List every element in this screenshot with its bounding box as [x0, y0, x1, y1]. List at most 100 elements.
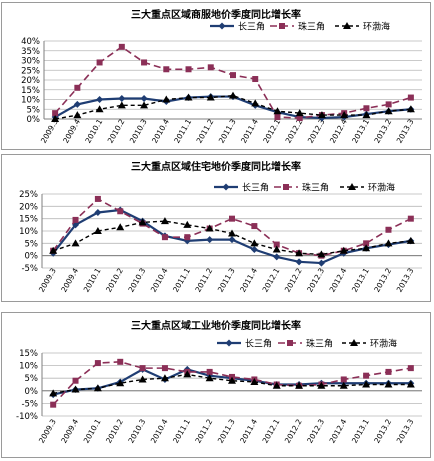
x-tick-label: 2013.1	[350, 117, 371, 144]
data-point-pearl	[363, 105, 370, 112]
x-tick-label: 2009.3	[37, 266, 58, 293]
x-tick-label: 2012.3	[305, 266, 326, 293]
x-tick-label: 2011.4	[238, 417, 259, 444]
data-point-pearl	[74, 84, 81, 91]
x-tick-label: 2013.2	[372, 266, 393, 293]
x-tick-label: 2011.1	[171, 266, 192, 293]
data-point-yangtze	[295, 258, 303, 266]
x-tick-label: 2009.4	[59, 266, 80, 293]
data-point-bohai	[384, 239, 393, 247]
data-point-bohai	[250, 377, 259, 385]
data-point-bohai	[339, 246, 348, 254]
x-tick-label: 2011.3	[216, 417, 237, 444]
legend-item-pearl: 珠三角	[270, 21, 325, 33]
data-point-yangtze	[94, 209, 102, 216]
legend-item-pearl: 珠三角	[274, 182, 329, 194]
series-yangtze	[49, 206, 415, 267]
data-point-pearl	[96, 59, 103, 66]
data-point-bohai	[295, 249, 304, 257]
legend-marker	[348, 183, 356, 190]
chart-title: 三大重点区域商服地价季度同比增长率	[131, 8, 301, 21]
x-tick-label: 2013.2	[372, 117, 393, 144]
data-point-bohai	[384, 380, 393, 388]
legend-label: 珠三角	[306, 338, 333, 350]
data-point-bohai	[384, 107, 393, 115]
x-tick-label: 2012.2	[284, 117, 305, 144]
data-point-bohai	[317, 381, 326, 389]
x-tick-label: 2013.3	[395, 266, 416, 293]
x-tick-label: 2011.2	[193, 417, 214, 444]
chart-panel-residential: 三大重点区域住宅地价季度同比增长率 -5% 0% 5% 10% 15% 20% 25% 2009…	[1, 154, 431, 302]
data-point-bohai	[183, 370, 192, 378]
data-point-pearl	[363, 372, 370, 379]
data-point-pearl	[207, 64, 214, 71]
legend-label: 环渤海	[363, 21, 390, 33]
data-point-pearl	[185, 66, 192, 73]
x-tick-label: 2010.4	[150, 117, 171, 144]
data-point-bohai	[362, 244, 371, 252]
x-tick-label: 2012.1	[261, 266, 282, 293]
legend-label: 珠三角	[302, 182, 329, 194]
data-point-pearl	[94, 360, 101, 367]
data-point-pearl	[407, 365, 414, 372]
data-point-pearl	[118, 43, 125, 50]
y-tick-label: 20%	[21, 76, 40, 86]
x-tick-label: 2010.2	[104, 266, 125, 293]
data-point-bohai	[295, 381, 304, 389]
data-point-pearl	[340, 376, 347, 383]
data-point-bohai	[93, 227, 102, 234]
x-tick-label: 2011.3	[216, 266, 237, 293]
data-point-bohai	[272, 245, 281, 253]
data-point-bohai	[51, 115, 60, 122]
y-tick-label: 0%	[27, 115, 41, 125]
x-tick-label: 2012.4	[328, 117, 349, 144]
data-point-yangtze	[206, 236, 214, 244]
x-tick-label: 2010.4	[149, 266, 170, 293]
legend-label: 长三角	[238, 21, 265, 33]
x-tick-label: 2013.3	[395, 117, 416, 144]
data-point-bohai	[138, 218, 147, 226]
data-point-pearl	[385, 368, 392, 375]
y-tick-label: 5%	[27, 105, 41, 115]
data-point-bohai	[116, 379, 125, 387]
x-tick-label: 2010.1	[83, 117, 104, 144]
y-tick-label: 10%	[19, 227, 38, 237]
data-point-bohai	[406, 105, 415, 113]
y-tick-label: 30%	[21, 57, 40, 67]
x-tick-label: 2012.1	[261, 117, 282, 144]
legend-item-yangtze: 长三角	[214, 182, 269, 194]
legend-item-yangtze: 长三角	[210, 21, 265, 33]
x-tick-label: 2010.1	[82, 266, 103, 293]
y-tick-label: 0%	[25, 252, 39, 262]
data-point-bohai	[73, 111, 82, 119]
data-point-bohai	[229, 91, 237, 99]
x-tick-label: 2009.3	[37, 417, 58, 444]
legend-marker	[350, 339, 358, 346]
data-point-bohai	[138, 375, 147, 383]
data-point-pearl	[273, 241, 280, 248]
data-point-bohai	[160, 374, 169, 382]
data-point-bohai	[317, 250, 326, 258]
data-point-pearl	[274, 114, 281, 121]
data-point-bohai	[116, 223, 125, 231]
y-tick-label: 25%	[21, 66, 40, 76]
data-point-bohai	[117, 101, 126, 109]
data-point-bohai	[49, 389, 58, 397]
x-tick-label: 2012.4	[328, 266, 349, 293]
x-tick-label: 2012.3	[306, 117, 327, 144]
legend-marker	[218, 22, 226, 30]
data-point-bohai	[71, 385, 80, 393]
x-tick-label: 2011.1	[171, 417, 192, 444]
y-tick-label: 15%	[21, 86, 40, 96]
legend-item-bohai: 环渤海	[340, 182, 395, 194]
data-point-pearl	[161, 234, 168, 241]
data-point-pearl	[94, 195, 101, 202]
legend-label: 珠三角	[298, 21, 325, 33]
data-point-pearl	[52, 110, 59, 117]
data-point-bohai	[228, 229, 236, 237]
data-point-yangtze	[118, 95, 126, 103]
data-point-bohai	[183, 220, 192, 228]
chart-commercial: 三大重点区域商服地价季度同比增长率 0%5%10%15%20%25%30%35%4…	[21, 8, 422, 145]
x-tick-label: 2010.3	[128, 117, 149, 144]
y-tick-label: 5%	[25, 239, 39, 249]
